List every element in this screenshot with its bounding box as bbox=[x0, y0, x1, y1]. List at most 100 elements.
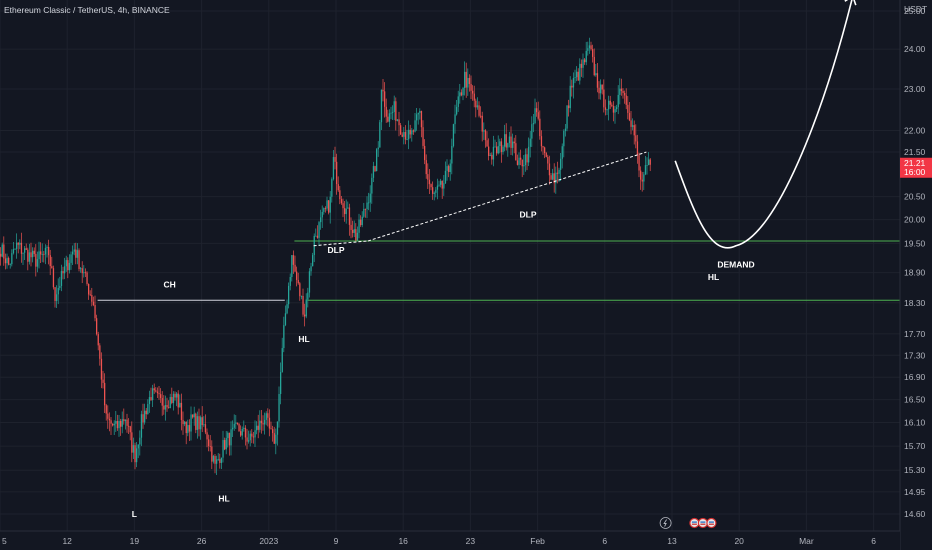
candle-body bbox=[540, 136, 543, 147]
price-tick-label: 19.50 bbox=[904, 238, 926, 248]
candle bbox=[526, 148, 528, 171]
candle bbox=[606, 108, 608, 116]
candle bbox=[8, 256, 10, 266]
candle-body bbox=[163, 405, 165, 410]
candle bbox=[68, 254, 71, 274]
candle-body bbox=[555, 172, 557, 184]
projected-path-arrow[interactable] bbox=[674, 0, 853, 249]
candle bbox=[203, 416, 205, 427]
candle-body bbox=[369, 193, 371, 203]
candle-body bbox=[78, 250, 80, 270]
candle bbox=[331, 177, 333, 203]
flag-stripe bbox=[691, 523, 697, 525]
candle-body bbox=[632, 125, 634, 127]
candle bbox=[361, 211, 363, 228]
candle-body bbox=[560, 158, 562, 170]
candle bbox=[414, 112, 416, 133]
candle bbox=[611, 102, 613, 108]
candle bbox=[648, 151, 650, 166]
dlp-trendline-short[interactable] bbox=[313, 240, 369, 247]
candle-body bbox=[321, 211, 323, 218]
candle bbox=[508, 131, 511, 148]
candle bbox=[593, 48, 595, 77]
dlp-trendline-long[interactable] bbox=[367, 151, 647, 242]
candle-body bbox=[166, 404, 168, 408]
candle-body bbox=[550, 175, 552, 180]
candle-body bbox=[270, 428, 272, 430]
candle bbox=[320, 209, 322, 230]
candle-body bbox=[195, 413, 197, 430]
flag-stripe bbox=[708, 521, 714, 523]
candle bbox=[121, 411, 123, 434]
candle bbox=[64, 257, 66, 280]
horizontal-levels[interactable] bbox=[294, 240, 900, 301]
time-axis[interactable]: 5 12 19 26 2023 9 16 23 Feb 6 13 20 Mar 6 bbox=[0, 530, 900, 550]
candle bbox=[91, 287, 93, 307]
candle bbox=[422, 120, 424, 149]
candle bbox=[3, 236, 5, 266]
candle-body bbox=[617, 94, 619, 108]
candle bbox=[256, 421, 258, 435]
candle-body bbox=[342, 203, 344, 209]
candle-body bbox=[628, 112, 631, 121]
candle-body bbox=[592, 49, 594, 57]
candle bbox=[552, 168, 554, 181]
candle bbox=[342, 198, 344, 218]
candle bbox=[27, 247, 29, 271]
candle bbox=[588, 37, 591, 54]
candle bbox=[81, 261, 83, 284]
candle bbox=[324, 206, 327, 213]
candle bbox=[123, 408, 125, 425]
candle bbox=[243, 420, 245, 432]
candle bbox=[30, 242, 32, 267]
candle-body bbox=[649, 159, 651, 165]
time-tick-label: 20 bbox=[734, 536, 744, 546]
candle bbox=[268, 409, 271, 437]
candle bbox=[259, 410, 261, 433]
candle bbox=[294, 255, 296, 273]
candle bbox=[164, 395, 167, 421]
candle-body bbox=[171, 397, 173, 403]
candle-body bbox=[440, 180, 442, 185]
price-tick-label: 16.50 bbox=[904, 395, 926, 405]
candle bbox=[337, 176, 339, 192]
candle-body bbox=[603, 89, 605, 108]
candle bbox=[233, 414, 235, 431]
candle bbox=[577, 68, 579, 81]
candle-body bbox=[75, 249, 77, 258]
candle bbox=[227, 431, 229, 448]
candle bbox=[38, 241, 40, 269]
candle bbox=[377, 141, 379, 157]
candle bbox=[193, 406, 195, 426]
candle-body bbox=[537, 112, 539, 119]
candle-body bbox=[9, 264, 11, 265]
candle bbox=[280, 362, 282, 405]
candle-body bbox=[494, 146, 496, 148]
candle-body bbox=[89, 294, 91, 296]
candle bbox=[158, 386, 160, 400]
candle bbox=[9, 263, 11, 269]
lightning-circle bbox=[659, 517, 672, 529]
candle-body bbox=[72, 251, 74, 255]
candle-body bbox=[352, 229, 354, 233]
candle bbox=[204, 414, 207, 435]
drawings-layer[interactable] bbox=[97, 0, 857, 301]
candle bbox=[62, 266, 64, 280]
candle bbox=[374, 165, 376, 172]
candle-body bbox=[278, 393, 280, 422]
candle-body bbox=[283, 325, 285, 349]
candle-body bbox=[96, 318, 98, 335]
candle bbox=[248, 430, 250, 444]
candle-body bbox=[524, 154, 527, 166]
candle-body bbox=[348, 207, 351, 225]
candle bbox=[604, 99, 607, 116]
candle-body bbox=[340, 199, 343, 204]
candle-body bbox=[40, 251, 42, 255]
candle-body bbox=[52, 268, 55, 288]
candle-body bbox=[601, 84, 603, 90]
candle-body bbox=[376, 149, 378, 172]
candle bbox=[532, 113, 535, 133]
